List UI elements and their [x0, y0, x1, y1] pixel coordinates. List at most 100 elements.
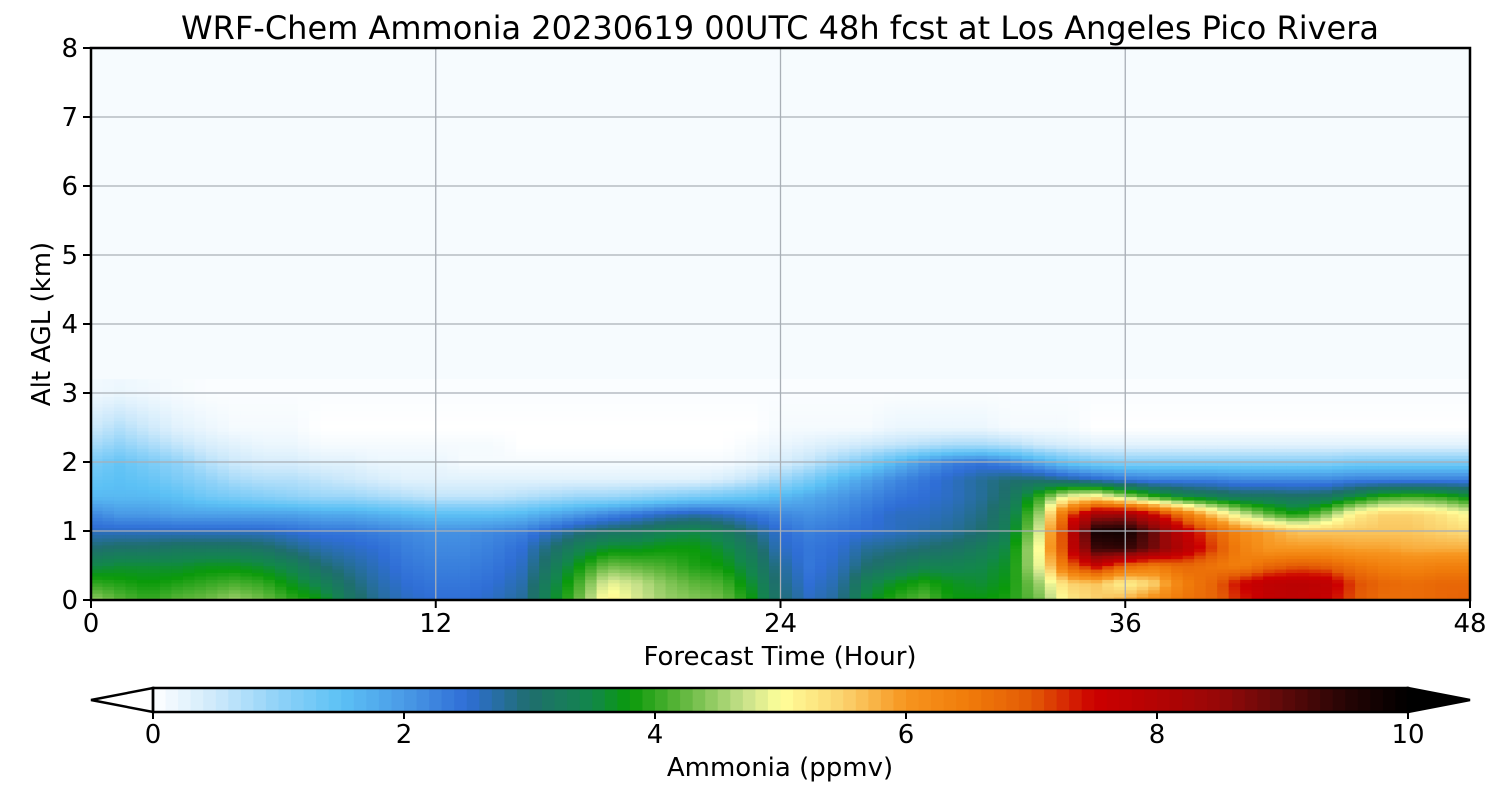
heatmap-cell	[619, 458, 632, 463]
heatmap-cell	[769, 517, 782, 522]
heatmap-cell	[504, 524, 517, 529]
heatmap-cell	[401, 386, 414, 391]
heatmap-cell	[91, 486, 104, 491]
heatmap-cell	[757, 410, 770, 415]
heatmap-cell	[952, 589, 965, 594]
heatmap-cell	[205, 386, 219, 391]
heatmap-cell	[148, 531, 161, 536]
heatmap-cell	[297, 503, 310, 508]
heatmap-cell	[642, 555, 655, 560]
heatmap-cell	[895, 586, 908, 591]
heatmap-cell	[171, 468, 184, 473]
heatmap-cell	[539, 386, 552, 391]
heatmap-cell	[734, 393, 747, 398]
heatmap-cell	[481, 513, 494, 518]
heatmap-cell	[343, 430, 356, 435]
heatmap-cell	[677, 558, 690, 563]
heatmap-cell	[493, 379, 506, 384]
heatmap-cell	[631, 410, 644, 415]
heatmap-cell	[780, 527, 793, 532]
heatmap-cell	[941, 413, 954, 418]
heatmap-cell	[550, 451, 563, 456]
heatmap-cell	[458, 475, 471, 480]
heatmap-cell	[665, 455, 678, 460]
heatmap-cell	[194, 424, 207, 429]
heatmap-cell	[929, 434, 942, 439]
heatmap-cell	[228, 517, 241, 522]
heatmap-cell	[401, 406, 414, 411]
heatmap-cell	[734, 448, 747, 453]
heatmap-cell	[711, 572, 724, 577]
heatmap-cell	[102, 441, 115, 446]
heatmap-cell	[148, 499, 161, 504]
heatmap-cell	[228, 386, 241, 391]
heatmap-cell	[447, 406, 460, 411]
heatmap-cell	[803, 562, 816, 567]
heatmap-cell	[401, 582, 414, 587]
heatmap-cell	[619, 399, 632, 404]
heatmap-cell	[171, 520, 184, 525]
heatmap-cell	[182, 579, 196, 584]
heatmap-cell	[665, 582, 678, 587]
heatmap-cell	[883, 531, 897, 536]
heatmap-cell	[320, 489, 333, 494]
heatmap-cell	[941, 482, 954, 487]
heatmap-cell	[734, 575, 747, 580]
heatmap-cell	[769, 410, 782, 415]
heatmap-cell	[677, 465, 690, 470]
heatmap-cell	[883, 568, 897, 573]
heatmap-cell	[757, 403, 770, 408]
heatmap-cell	[941, 417, 954, 422]
heatmap-cell	[228, 382, 241, 387]
heatmap-cell	[332, 399, 345, 404]
heatmap-cell	[952, 399, 965, 404]
heatmap-cell	[447, 575, 460, 580]
heatmap-cell	[619, 517, 632, 522]
heatmap-cell	[447, 510, 460, 515]
heatmap-cell	[688, 517, 701, 522]
heatmap-cell	[562, 534, 575, 539]
heatmap-cell	[849, 548, 862, 553]
heatmap-cell	[309, 562, 322, 567]
heatmap-cell	[654, 558, 667, 563]
heatmap-cell	[102, 434, 115, 439]
heatmap-cell	[573, 451, 586, 456]
heatmap-cell	[849, 427, 862, 432]
heatmap-cell	[619, 420, 632, 425]
heatmap-cell	[228, 430, 241, 435]
heatmap-cell	[217, 572, 230, 577]
heatmap-cell	[723, 448, 736, 453]
heatmap-cell	[596, 462, 609, 467]
heatmap-cell	[320, 399, 333, 404]
heatmap-cell	[734, 396, 747, 401]
heatmap-cell	[435, 393, 448, 398]
heatmap-cell	[596, 455, 609, 460]
heatmap-cell	[389, 586, 402, 591]
heatmap-cell	[608, 506, 621, 511]
heatmap-cell	[688, 444, 701, 449]
heatmap-cell	[378, 506, 391, 511]
heatmap-cell	[872, 382, 885, 387]
heatmap-cell	[343, 527, 356, 532]
heatmap-cell	[769, 555, 782, 560]
heatmap-cell	[516, 493, 529, 498]
heatmap-cell	[516, 482, 529, 487]
heatmap-cell	[573, 506, 586, 511]
heatmap-cell	[470, 427, 483, 432]
heatmap-cell	[952, 513, 965, 518]
heatmap-cell	[217, 406, 230, 411]
heatmap-cell	[378, 496, 391, 501]
heatmap-cell	[125, 524, 138, 529]
heatmap-cell	[642, 406, 655, 411]
heatmap-cell	[297, 393, 310, 398]
heatmap-cell	[562, 593, 575, 598]
heatmap-cell	[366, 448, 379, 453]
heatmap-cell	[803, 544, 816, 549]
heatmap-cell	[654, 403, 667, 408]
heatmap-cell	[102, 517, 115, 522]
heatmap-cell	[837, 410, 851, 415]
heatmap-cell	[791, 541, 805, 546]
heatmap-cell	[734, 544, 747, 549]
heatmap-cell	[642, 430, 655, 435]
heatmap-cell	[251, 455, 264, 460]
